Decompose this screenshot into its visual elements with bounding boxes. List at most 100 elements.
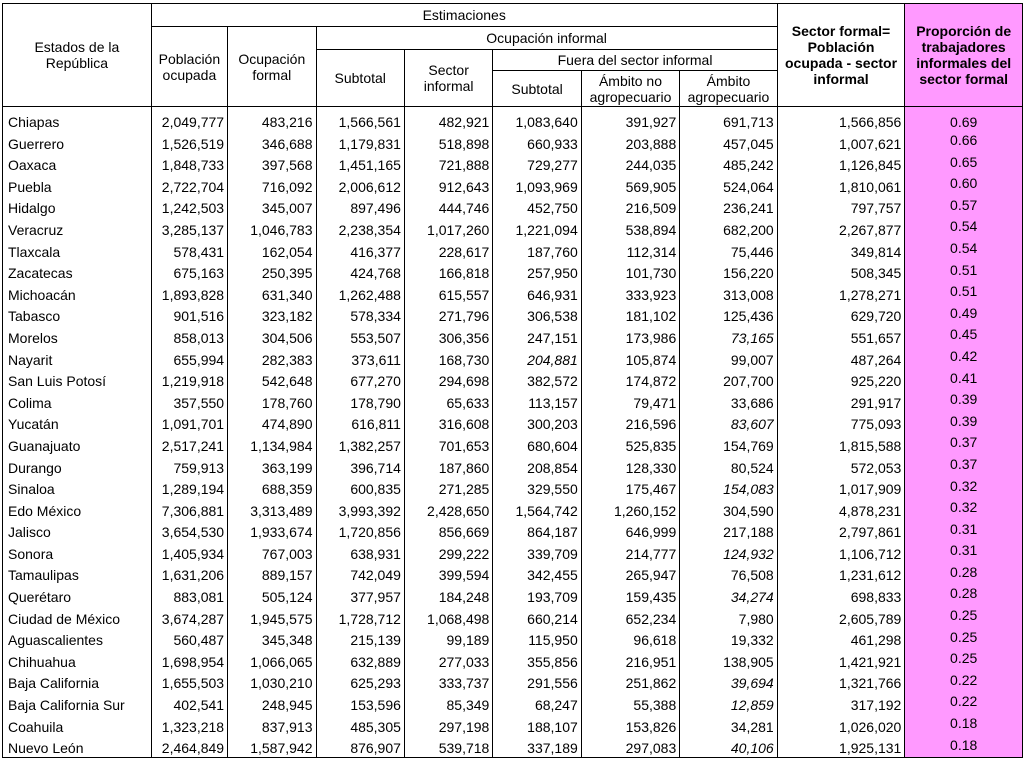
- ambito-agropecuario-cell: 682,200: [679, 217, 778, 239]
- ocupacion-formal-cell: 1,066,065: [227, 649, 317, 671]
- ambito-no-agropecuario-cell: 652,234: [580, 606, 681, 628]
- sector-formal-cell: 1,421,921: [776, 649, 906, 671]
- sector-informal-cell: 2,428,650: [403, 498, 494, 520]
- sector-formal-cell: 1,126,845: [776, 152, 906, 175]
- ambito-agropecuario-cell: 154,769: [679, 433, 778, 455]
- ocupacion-formal-cell: 345,007: [227, 195, 317, 218]
- header-fuera-sector-informal: Fuera del sector informal: [492, 49, 778, 71]
- table-row: Tamaulipas 1,631,206 889,157 742,049 399,594…: [2, 562, 1023, 585]
- sector-informal-cell: 294,698: [403, 368, 494, 391]
- ocupacion-formal-cell: 397,568: [227, 152, 317, 175]
- ambito-no-agropecuario-cell: 333,923: [580, 282, 681, 304]
- subtotal-fuera-cell: 247,151: [492, 325, 582, 347]
- proporcion-cell: 0.39: [904, 411, 1023, 434]
- table-row: Guerrero 1,526,519 346,688 1,179,831 518,898…: [2, 131, 1023, 153]
- state-cell: Yucatán: [2, 411, 152, 434]
- table-row: Chihuahua 1,698,954 1,066,065 632,889 277,03…: [2, 649, 1023, 671]
- proporcion-cell: 0.49: [904, 303, 1023, 326]
- sector-informal-cell: 184,248: [403, 584, 494, 607]
- poblacion-ocupada-cell: 901,516: [150, 303, 229, 326]
- proporcion-cell: 0.28: [904, 562, 1023, 585]
- state-cell: Jalisco: [2, 519, 152, 542]
- state-cell: Veracruz: [2, 217, 152, 239]
- ocupacion-formal-cell: 631,340: [227, 282, 317, 304]
- proporcion-cell: 0.22: [904, 670, 1023, 693]
- header-sector-formal: Sector formal= Población ocupada - secto…: [776, 3, 906, 107]
- poblacion-ocupada-cell: 655,994: [150, 346, 229, 369]
- table-row: Querétaro 883,081 505,124 377,957 184,248 193…: [2, 584, 1023, 607]
- sector-formal-cell: 461,298: [776, 627, 906, 650]
- header-poblacion-ocupada: Población ocupada: [150, 26, 229, 107]
- ocupacion-formal-cell: 542,648: [227, 368, 317, 391]
- sector-informal-cell: 306,356: [403, 325, 494, 347]
- poblacion-ocupada-cell: 1,323,218: [150, 714, 229, 736]
- sector-informal-cell: 297,198: [403, 714, 494, 736]
- ambito-agropecuario-cell: 124,932: [679, 541, 778, 563]
- ambito-no-agropecuario-cell: 96,618: [580, 627, 681, 650]
- ocupacion-formal-cell: 505,124: [227, 584, 317, 607]
- sector-formal-cell: 291,917: [776, 390, 906, 412]
- sector-informal-cell: 168,730: [403, 346, 494, 369]
- subtotal-informal-cell: 215,139: [315, 627, 405, 650]
- proporcion-cell: 0.37: [904, 433, 1023, 455]
- subtotal-informal-cell: 1,728,712: [315, 606, 405, 628]
- table-row: Sinaloa 1,289,194 688,359 600,835 271,285 329…: [2, 476, 1023, 499]
- ocupacion-formal-cell: 889,157: [227, 562, 317, 585]
- sector-informal-cell: 228,617: [403, 238, 494, 261]
- subtotal-informal-cell: 416,377: [315, 238, 405, 261]
- poblacion-ocupada-cell: 7,306,881: [150, 498, 229, 520]
- ambito-no-agropecuario-cell: 173,986: [580, 325, 681, 347]
- subtotal-informal-cell: 373,611: [315, 346, 405, 369]
- sector-formal-cell: 1,810,061: [776, 174, 906, 196]
- table-row: Tlaxcala 578,431 162,054 416,377 228,617 187,…: [2, 238, 1023, 261]
- state-cell: Tamaulipas: [2, 562, 152, 585]
- subtotal-fuera-cell: 660,933: [492, 131, 582, 153]
- ambito-agropecuario-cell: 313,008: [679, 282, 778, 304]
- ambito-agropecuario-cell: 34,281: [679, 714, 778, 736]
- poblacion-ocupada-cell: 2,517,241: [150, 433, 229, 455]
- ambito-no-agropecuario-cell: 79,471: [580, 390, 681, 412]
- poblacion-ocupada-cell: 1,289,194: [150, 476, 229, 499]
- ocupacion-formal-cell: 1,046,783: [227, 217, 317, 239]
- table-row: Yucatán 1,091,701 474,890 616,811 316,608 300…: [2, 411, 1023, 434]
- ambito-no-agropecuario-cell: 175,467: [580, 476, 681, 499]
- subtotal-fuera-cell: 300,203: [492, 411, 582, 434]
- proporcion-cell: 0.18: [904, 735, 1023, 758]
- ambito-no-agropecuario-cell: 216,951: [580, 649, 681, 671]
- ambito-no-agropecuario-cell: 646,999: [580, 519, 681, 542]
- proporcion-cell: 0.54: [904, 238, 1023, 261]
- subtotal-fuera-cell: 1,221,094: [492, 217, 582, 239]
- sector-informal-cell: 615,557: [403, 282, 494, 304]
- proporcion-cell: 0.32: [904, 498, 1023, 520]
- poblacion-ocupada-cell: 858,013: [150, 325, 229, 347]
- ocupacion-formal-cell: 474,890: [227, 411, 317, 434]
- proporcion-cell: 0.18: [904, 714, 1023, 736]
- subtotal-informal-cell: 1,720,856: [315, 519, 405, 542]
- sector-formal-cell: 629,720: [776, 303, 906, 326]
- header-estados: Estados de la República: [2, 3, 152, 107]
- poblacion-ocupada-cell: 578,431: [150, 238, 229, 261]
- sector-formal-cell: 508,345: [776, 260, 906, 283]
- poblacion-ocupada-cell: 1,219,918: [150, 368, 229, 391]
- poblacion-ocupada-cell: 402,541: [150, 692, 229, 715]
- sector-formal-cell: 1,007,621: [776, 131, 906, 153]
- subtotal-informal-cell: 1,451,165: [315, 152, 405, 175]
- subtotal-informal-cell: 2,238,354: [315, 217, 405, 239]
- header-subtotal-fuera: Subtotal: [492, 70, 582, 107]
- table-header: Estados de la República Estimaciones Sec…: [2, 3, 1023, 107]
- ambito-agropecuario-cell: 236,241: [679, 195, 778, 218]
- sector-formal-cell: 1,566,856: [776, 106, 906, 131]
- ocupacion-formal-cell: 1,134,984: [227, 433, 317, 455]
- ambito-no-agropecuario-cell: 214,777: [580, 541, 681, 563]
- table-row: Sonora 1,405,934 767,003 638,931 299,222 339,…: [2, 541, 1023, 563]
- header-proporcion: Proporción de trabajadores informales de…: [904, 3, 1023, 107]
- estimates-table: Estados de la República Estimaciones Sec…: [2, 3, 1023, 758]
- ocupacion-formal-cell: 1,933,674: [227, 519, 317, 542]
- ambito-no-agropecuario-cell: 216,509: [580, 195, 681, 218]
- state-cell: Querétaro: [2, 584, 152, 607]
- ocupacion-formal-cell: 248,945: [227, 692, 317, 715]
- ambito-no-agropecuario-cell: 55,388: [580, 692, 681, 715]
- subtotal-fuera-cell: 382,572: [492, 368, 582, 391]
- sector-informal-cell: 399,594: [403, 562, 494, 585]
- poblacion-ocupada-cell: 759,913: [150, 454, 229, 477]
